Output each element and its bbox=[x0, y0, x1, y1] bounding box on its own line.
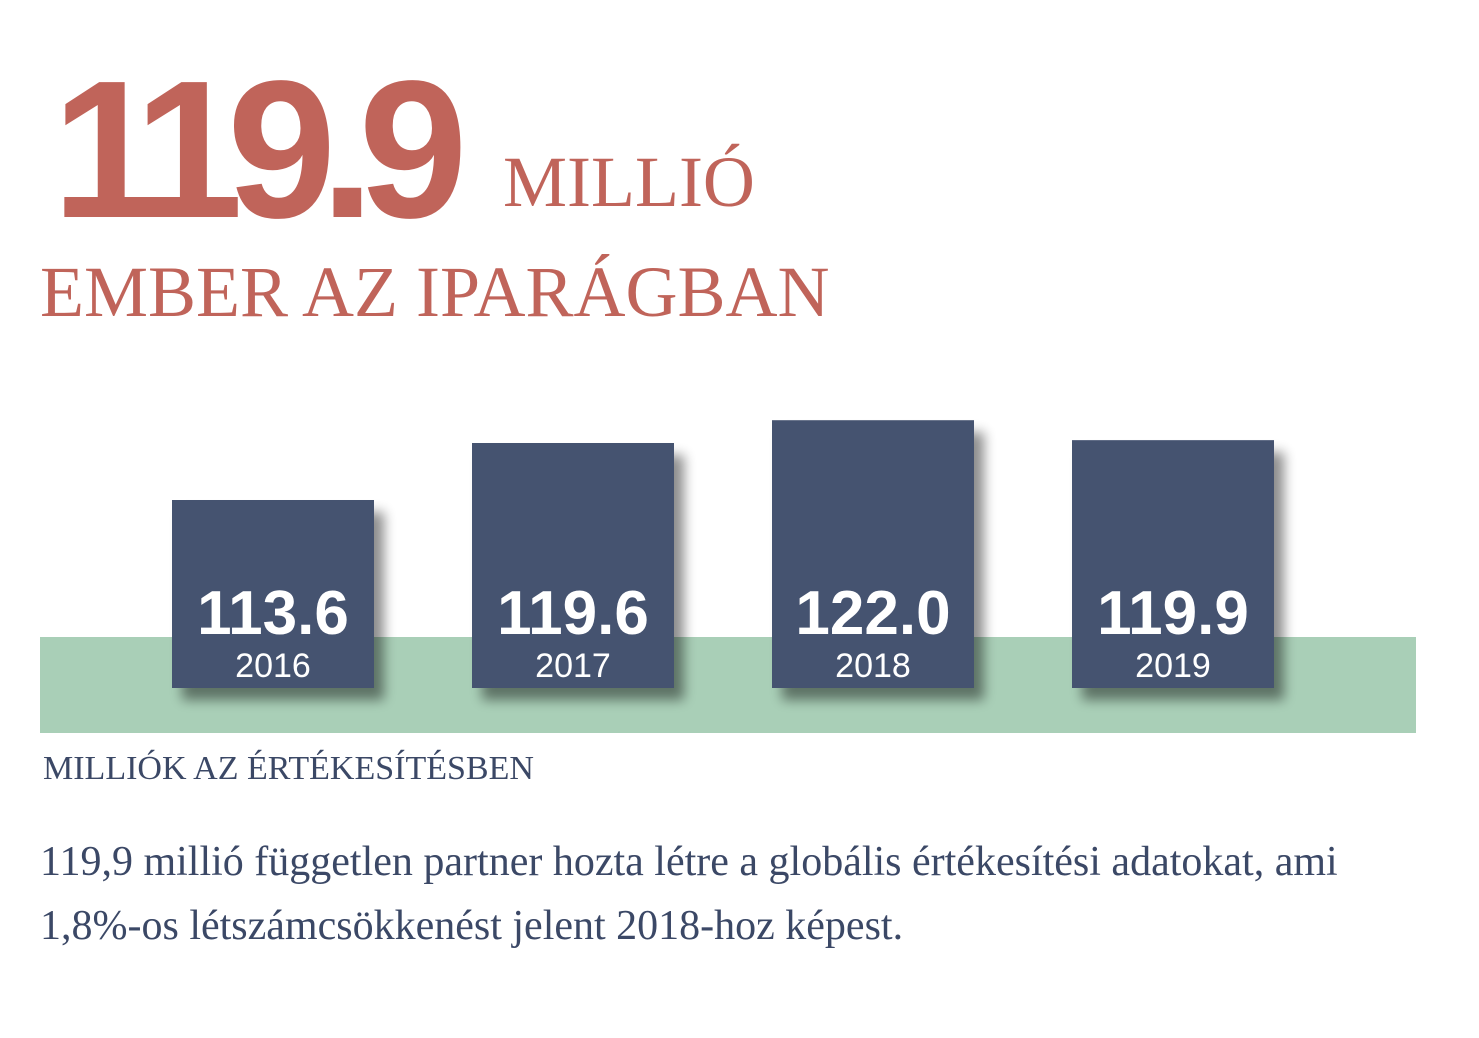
bar-2018 bbox=[772, 420, 974, 688]
bar-value-label: 113.6 bbox=[197, 579, 349, 648]
bar-2019 bbox=[1072, 440, 1274, 688]
bar-value-label: 122.0 bbox=[795, 579, 950, 648]
bar-category-label: 2016 bbox=[235, 647, 311, 685]
bar-category-label: 2019 bbox=[1135, 647, 1211, 685]
bar-value-label: 119.6 bbox=[497, 579, 649, 648]
headline-subtitle: EMBER AZ IPARÁGBAN bbox=[40, 252, 830, 332]
bar-category-label: 2017 bbox=[535, 647, 611, 685]
chart-caption: MILLIÓK AZ ÉRTÉKESÍTÉSBEN bbox=[43, 750, 534, 787]
bar-category-label: 2018 bbox=[835, 647, 911, 685]
bar-value-label: 119.9 bbox=[1097, 579, 1249, 648]
description-text: 119,9 millió független partner hozta lét… bbox=[40, 839, 1338, 949]
bar-2016 bbox=[172, 500, 374, 688]
bar-2017 bbox=[472, 443, 674, 688]
headline-unit: MILLIÓ bbox=[503, 142, 755, 222]
headline-number: 119.9 bbox=[52, 40, 468, 259]
